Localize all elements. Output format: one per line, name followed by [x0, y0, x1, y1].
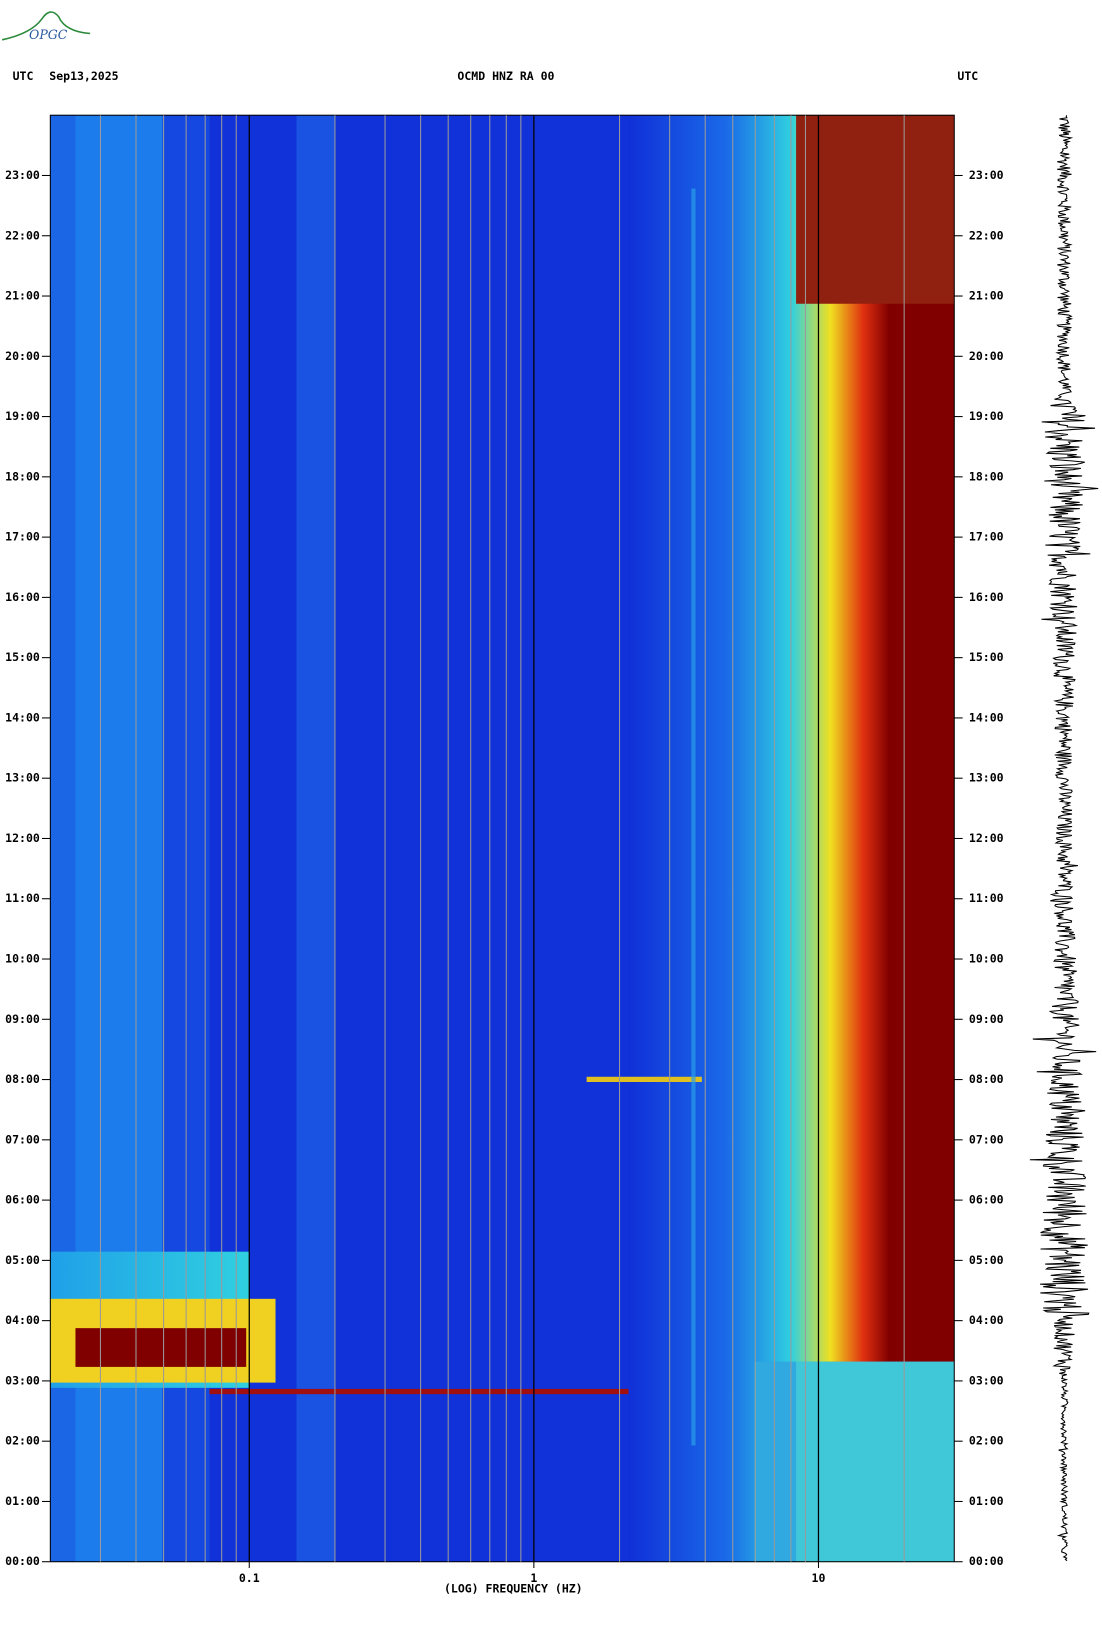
spectrogram-band [296, 115, 336, 1562]
y-tick-label: 10:00 [5, 952, 40, 966]
y-tick-label: 14:00 [5, 710, 40, 724]
y-tick-label-right: 10:00 [969, 952, 1004, 966]
y-tick-label-right: 18:00 [969, 469, 1004, 483]
y-tick-label-right: 20:00 [969, 349, 1004, 363]
y-tick-label-right: 11:00 [969, 891, 1004, 905]
y-tick-label: 06:00 [5, 1193, 40, 1207]
y-tick-label-right: 09:00 [969, 1012, 1004, 1026]
spectrogram-region [796, 1361, 955, 1562]
y-tick-label-right: 12:00 [969, 831, 1004, 845]
logo-text: OPGC [29, 27, 68, 42]
y-tick-label-right: 07:00 [969, 1132, 1004, 1146]
spectrogram-region [796, 115, 955, 304]
y-tick-label-right: 13:00 [969, 771, 1004, 785]
time-zone: UTC [13, 69, 34, 83]
y-tick-label: 12:00 [5, 831, 40, 845]
chart-title: OCMD HNZ RA 00 [457, 69, 554, 83]
y-tick-label-right: 19:00 [969, 409, 1004, 423]
y-tick-label: 23:00 [5, 168, 40, 182]
y-tick-label-right: 22:00 [969, 228, 1004, 242]
seismogram [1029, 115, 1099, 1562]
y-tick-label: 18:00 [5, 469, 40, 483]
y-tick-label-right: 23:00 [969, 168, 1004, 182]
spectrogram-event [75, 1328, 247, 1367]
y-tick-label: 09:00 [5, 1012, 40, 1026]
y-tick-label: 17:00 [5, 530, 40, 544]
y-tick-label: 11:00 [5, 891, 40, 905]
y-tick-label: 22:00 [5, 228, 40, 242]
spectrogram-event [209, 1388, 629, 1395]
date: Sep13,2025 [49, 69, 118, 83]
logo: OPGC [1, 11, 91, 42]
y-tick-label-right: 08:00 [969, 1072, 1004, 1086]
y-tick-label: 08:00 [5, 1072, 40, 1086]
y-tick-label: 16:00 [5, 590, 40, 604]
y-tick-label-right: 14:00 [969, 710, 1004, 724]
y-tick-label-right: 01:00 [969, 1494, 1004, 1508]
y-tick-label: 07:00 [5, 1132, 40, 1146]
y-tick-label: 00:00 [5, 1554, 40, 1568]
y-tick-label-right: 03:00 [969, 1373, 1004, 1387]
spectrogram-line [691, 188, 696, 1446]
y-tick-label-right: 21:00 [969, 289, 1004, 303]
y-tick-label: 15:00 [5, 650, 40, 664]
y-tick-label-right: 04:00 [969, 1313, 1004, 1327]
y-tick-label: 03:00 [5, 1373, 40, 1387]
x-axis-label: (LOG) FREQUENCY (HZ) [444, 1581, 583, 1595]
y-tick-label-right: 15:00 [969, 650, 1004, 664]
y-tick-label-right: 06:00 [969, 1193, 1004, 1207]
x-tick-label: 1 [530, 1571, 537, 1585]
time-zone-right: UTC [957, 69, 978, 83]
y-tick-label-right: 16:00 [969, 590, 1004, 604]
y-tick-label: 02:00 [5, 1434, 40, 1448]
y-tick-label: 13:00 [5, 771, 40, 785]
y-tick-label: 21:00 [5, 289, 40, 303]
y-tick-label: 04:00 [5, 1313, 40, 1327]
x-tick-label: 10 [812, 1571, 826, 1585]
y-tick-label: 05:00 [5, 1253, 40, 1267]
y-tick-label: 01:00 [5, 1494, 40, 1508]
spectrogram-event [586, 1076, 702, 1083]
y-tick-label: 20:00 [5, 349, 40, 363]
y-tick-label-right: 02:00 [969, 1434, 1004, 1448]
y-tick-label-right: 17:00 [969, 530, 1004, 544]
logo-curve [1, 11, 91, 41]
y-tick-label: 19:00 [5, 409, 40, 423]
y-tick-label-right: 05:00 [969, 1253, 1004, 1267]
y-tick-label-right: 00:00 [969, 1554, 1004, 1568]
x-tick-label: 0.1 [239, 1571, 260, 1585]
